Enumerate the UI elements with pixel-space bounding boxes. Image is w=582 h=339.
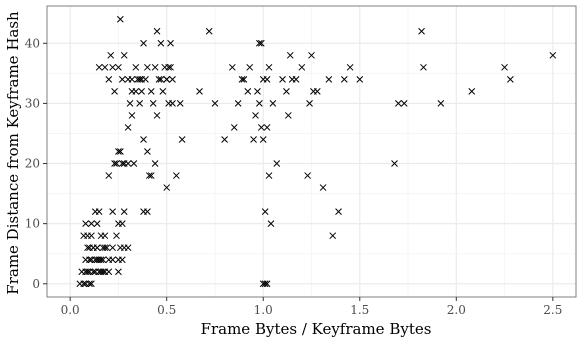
x-tick-label: 2.5 [543, 303, 562, 317]
data-point [305, 173, 311, 179]
data-point [129, 76, 135, 82]
data-point [133, 64, 139, 70]
data-point [96, 64, 102, 70]
data-point [314, 88, 320, 94]
data-point [108, 52, 114, 58]
data-point [106, 269, 112, 275]
data-point [299, 64, 305, 70]
data-point [154, 112, 160, 118]
data-point [160, 88, 166, 94]
data-point [507, 76, 513, 82]
x-tick-label: 1.0 [254, 303, 273, 317]
data-point [154, 28, 160, 34]
minor-gridlines [47, 6, 576, 297]
data-point [469, 88, 475, 94]
data-point [110, 209, 116, 215]
y-tick-label: 10 [25, 217, 40, 231]
data-point [119, 76, 125, 82]
data-point [94, 245, 100, 251]
data-point [152, 64, 158, 70]
y-tick-label: 0 [32, 277, 40, 291]
data-point [247, 64, 253, 70]
data-point [266, 64, 272, 70]
data-point [125, 245, 131, 251]
y-axis-title: Frame Distance from Keyframe Hash [4, 11, 22, 295]
data-point [285, 112, 291, 118]
data-point [102, 233, 108, 239]
x-tick-label: 0.5 [157, 303, 176, 317]
data-point [144, 64, 150, 70]
data-point [222, 136, 228, 142]
data-point [245, 88, 251, 94]
data-point [251, 136, 257, 142]
data-point [179, 136, 185, 142]
data-point [336, 209, 342, 215]
data-point [231, 124, 237, 130]
data-point [169, 76, 175, 82]
data-point [121, 52, 127, 58]
x-tick-label: 0.0 [61, 303, 80, 317]
data-point [144, 149, 150, 155]
x-axis-title: Frame Bytes / Keyframe Bytes [201, 320, 432, 338]
data-point [206, 28, 212, 34]
data-point [110, 64, 116, 70]
x-axis-tick-labels: 0.0 0.5 1.0 1.5 2.0 2.5 [61, 303, 563, 317]
data-point [125, 124, 131, 130]
data-point [264, 124, 270, 130]
x-tick-label: 2.0 [447, 303, 466, 317]
data-point [326, 76, 332, 82]
data-point [229, 64, 235, 70]
data-point [119, 257, 125, 263]
data-point [173, 173, 179, 179]
data-point [112, 88, 118, 94]
data-point [96, 209, 102, 215]
data-point [320, 185, 326, 191]
y-tick-label: 30 [25, 96, 40, 110]
data-point [266, 173, 272, 179]
data-point [280, 76, 286, 82]
data-point [283, 88, 289, 94]
data-point [330, 233, 336, 239]
data-point [106, 173, 112, 179]
x-tick-label: 1.5 [350, 303, 369, 317]
data-point [110, 245, 116, 251]
data-point [106, 257, 112, 263]
y-tick-label: 40 [25, 36, 40, 50]
y-tick-label: 20 [25, 157, 40, 171]
data-point [106, 76, 112, 82]
data-point [133, 88, 139, 94]
data-point [121, 209, 127, 215]
data-point [144, 209, 150, 215]
data-point [129, 112, 135, 118]
data-point [341, 76, 347, 82]
data-point [264, 76, 270, 82]
data-point [253, 112, 259, 118]
y-axis-tick-labels: 0 10 20 30 40 [25, 36, 40, 290]
data-point [419, 28, 425, 34]
data-points [77, 16, 556, 287]
data-point [287, 52, 293, 58]
data-point [142, 76, 148, 82]
data-point [420, 64, 426, 70]
data-point [139, 88, 145, 94]
data-point [254, 88, 260, 94]
data-point [293, 76, 299, 82]
data-point [148, 88, 154, 94]
data-point [347, 64, 353, 70]
data-point [88, 233, 94, 239]
data-point [102, 64, 108, 70]
data-point [141, 136, 147, 142]
data-point [197, 88, 203, 94]
